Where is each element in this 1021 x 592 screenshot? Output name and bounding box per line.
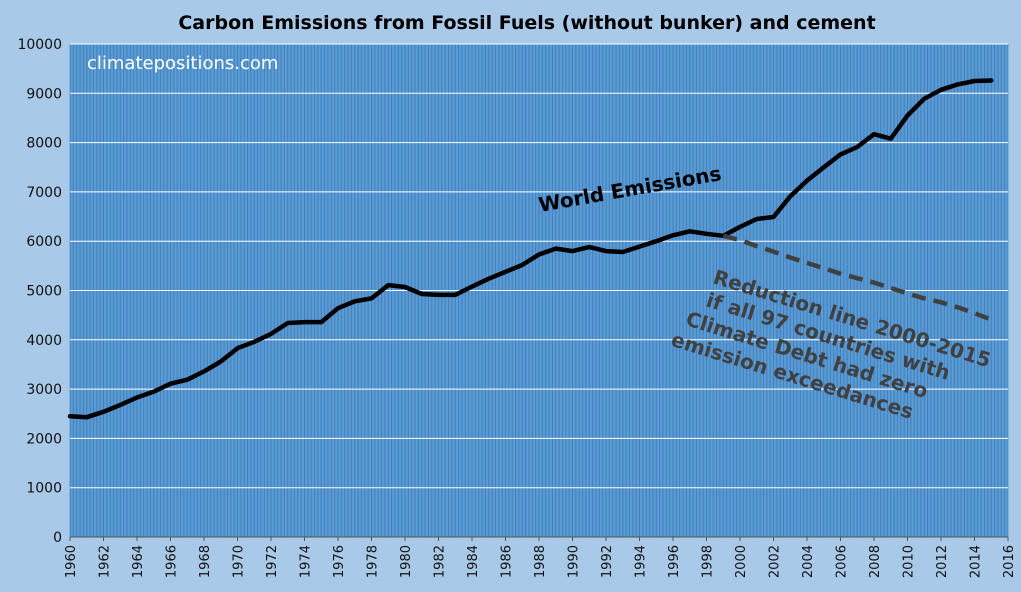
x-tick-label: 1978: [366, 545, 381, 578]
x-tick-label: 1962: [98, 545, 113, 578]
x-tick-label: 1968: [198, 545, 213, 578]
x-tick-label: 2014: [969, 545, 984, 578]
watermark: climatepositions.com: [87, 53, 278, 74]
x-tick-label: 2002: [768, 545, 783, 578]
x-tick-label: 1974: [299, 545, 314, 578]
x-tick-label: 1988: [533, 545, 548, 578]
y-axis: 0 1000 2000 3000 4000 5000 6000 7000 8000 9000 100…: [17, 37, 62, 546]
y-tick-label: 0: [53, 530, 62, 546]
x-tick-label: 1966: [165, 545, 180, 578]
chart-title: Carbon Emissions from Fossil Fuels (with…: [178, 12, 875, 34]
x-tick-label: 1972: [265, 545, 280, 578]
y-tick-label: 9000: [26, 86, 62, 102]
x-tick-label: 1996: [667, 545, 682, 578]
x-tick-label: 1960: [64, 545, 79, 578]
x-tick-label: 1984: [466, 545, 481, 578]
y-tick-label: 7000: [26, 185, 62, 201]
y-tick-label: 3000: [26, 382, 62, 398]
y-tick-label: 10000: [17, 37, 62, 53]
x-tick-label: 1982: [433, 545, 448, 578]
x-tick-label: 2000: [734, 545, 749, 578]
x-tick-label: 2016: [1002, 545, 1017, 578]
x-tick-label: 2004: [801, 545, 816, 578]
x-tick-label: 2012: [935, 545, 950, 578]
x-tick-label: 1992: [600, 545, 615, 578]
x-tick-label: 2008: [868, 545, 883, 578]
x-tick-label: 1976: [332, 545, 347, 578]
y-tick-label: 1000: [26, 481, 62, 497]
x-tick-label: 2010: [902, 545, 917, 578]
x-axis: 1960 1962 1964 1966 1968 1970 1972 1974 1976 1978…: [64, 537, 1017, 578]
y-tick-label: 5000: [26, 284, 62, 300]
x-tick-label: 1980: [399, 545, 414, 578]
y-tick-label: 8000: [26, 136, 62, 152]
y-tick-label: 6000: [26, 234, 62, 250]
x-tick-label: 2006: [835, 545, 850, 578]
x-tick-label: 1990: [567, 545, 582, 578]
x-tick-label: 1986: [500, 545, 515, 578]
x-tick-label: 1970: [232, 545, 247, 578]
x-tick-label: 1994: [634, 545, 649, 578]
x-tick-label: 1964: [131, 545, 146, 578]
series-world-emissions-line: [67, 78, 994, 420]
y-tick-label: 2000: [26, 431, 62, 447]
y-tick-label: 4000: [26, 333, 62, 349]
x-tick-label: 1998: [701, 545, 716, 578]
series-reduction-line: [722, 233, 993, 322]
annotation-reduction-line: Reduction line 2000-2015 if all 97 count…: [668, 265, 993, 424]
